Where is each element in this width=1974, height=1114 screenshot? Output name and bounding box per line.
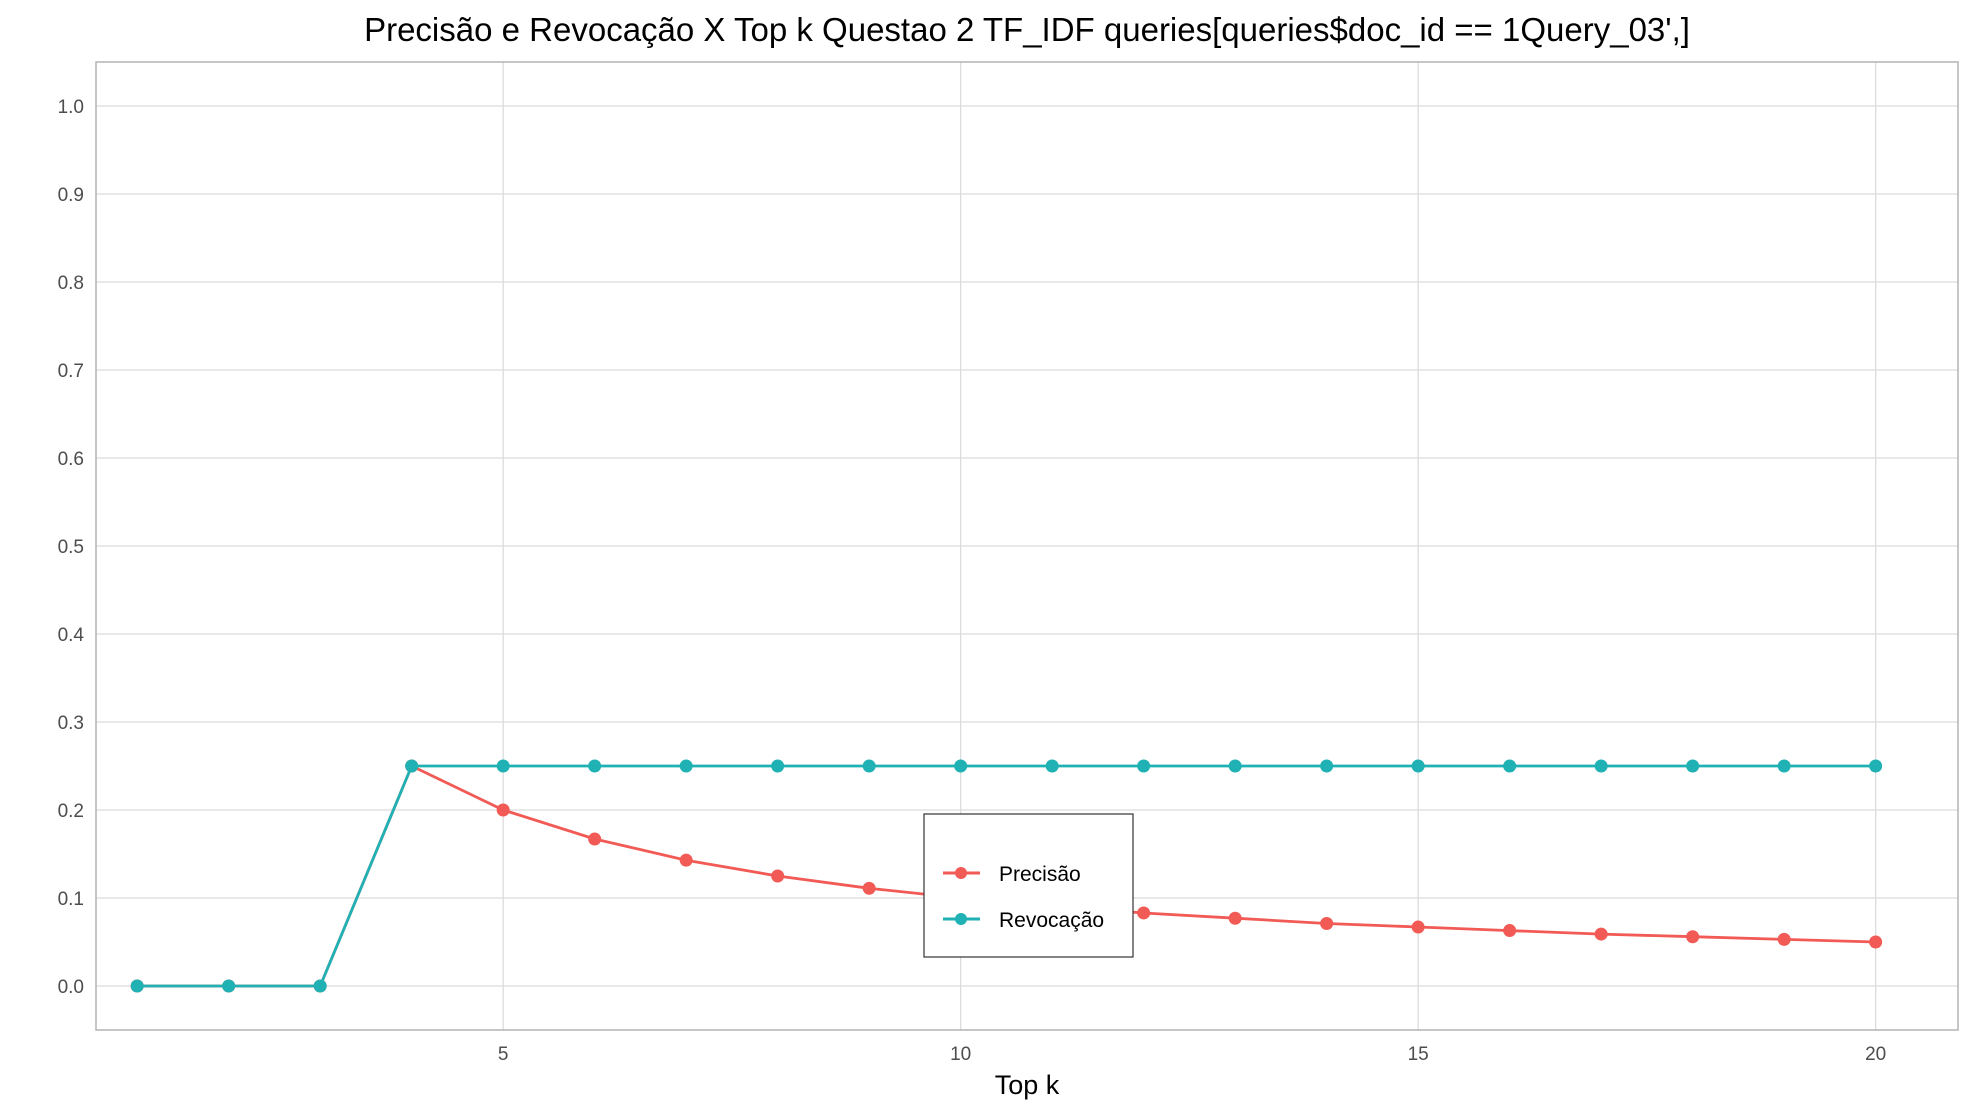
data-point-1-16 <box>1594 759 1608 773</box>
y-tick-label: 0.2 <box>58 801 84 822</box>
plot-panel-border <box>95 61 1959 1031</box>
x-tick-label: 15 <box>1408 1044 1429 1065</box>
data-point-1-17 <box>1686 759 1700 773</box>
data-point-1-19 <box>1869 759 1883 773</box>
data-point-1-2 <box>313 979 327 993</box>
series-line-1 <box>137 764 1876 988</box>
y-tick-label: 1.0 <box>58 97 84 118</box>
data-point-1-6 <box>679 759 693 773</box>
data-point-1-15 <box>1503 759 1517 773</box>
x-tick-label: 10 <box>950 1044 971 1065</box>
y-tick-label: 0.5 <box>58 537 84 558</box>
data-point-1-11 <box>1137 759 1151 773</box>
data-point-1-14 <box>1411 759 1425 773</box>
data-point-1-7 <box>771 759 785 773</box>
y-tick-label: 0.1 <box>58 889 84 910</box>
legend-box <box>923 813 1134 958</box>
data-point-0-11 <box>1137 906 1151 920</box>
grid <box>96 62 1958 1030</box>
y-tick-label: 0.7 <box>58 361 84 382</box>
y-tick-label: 0.0 <box>58 977 84 998</box>
data-point-1-3 <box>405 759 419 773</box>
data-point-1-1 <box>222 979 236 993</box>
data-point-1-8 <box>862 759 876 773</box>
chart-title: Precisão e Revocação X Top k Questao 2 T… <box>364 11 1690 48</box>
data-point-1-4 <box>496 759 510 773</box>
data-point-0-18 <box>1777 932 1791 946</box>
data-point-0-4 <box>496 803 510 817</box>
data-point-0-6 <box>679 853 693 867</box>
x-axis-label: Top k <box>995 1070 1060 1100</box>
legend-label-precisao: Precisão <box>999 863 1081 886</box>
y-tick-label: 0.3 <box>58 713 84 734</box>
legend-key-dot-revocacao <box>955 913 967 925</box>
data-point-0-19 <box>1869 935 1883 949</box>
legend-label-revocacao: Revocação <box>999 909 1104 932</box>
data-point-1-13 <box>1320 759 1334 773</box>
data-point-0-14 <box>1411 920 1425 934</box>
data-point-1-0 <box>130 979 144 993</box>
data-point-1-10 <box>1045 759 1059 773</box>
legend-key-dot-precisao <box>955 867 967 879</box>
x-axis-ticks: 5 10 15 20 <box>498 1044 1886 1065</box>
data-point-1-12 <box>1228 759 1242 773</box>
data-point-0-12 <box>1228 911 1242 925</box>
data-point-0-5 <box>588 832 602 846</box>
data-point-1-18 <box>1777 759 1791 773</box>
data-point-0-8 <box>862 881 876 895</box>
data-point-1-9 <box>954 759 968 773</box>
data-point-0-13 <box>1320 917 1334 931</box>
y-tick-label: 0.8 <box>58 273 84 294</box>
x-tick-label: 20 <box>1865 1044 1886 1065</box>
y-tick-label: 0.6 <box>58 449 84 470</box>
x-tick-label: 5 <box>498 1044 509 1065</box>
data-point-0-15 <box>1503 924 1517 938</box>
data-point-0-7 <box>771 869 785 883</box>
legend: Precisão Revocação <box>923 813 1134 958</box>
y-tick-label: 0.9 <box>58 185 84 206</box>
data-point-0-17 <box>1686 930 1700 944</box>
y-axis-ticks: 0.0 0.1 0.2 0.3 0.4 0.5 0.6 0.7 0.8 0.9 1.0 <box>58 97 85 998</box>
data-point-0-16 <box>1594 927 1608 941</box>
y-tick-label: 0.4 <box>58 625 85 646</box>
data-point-1-5 <box>588 759 602 773</box>
